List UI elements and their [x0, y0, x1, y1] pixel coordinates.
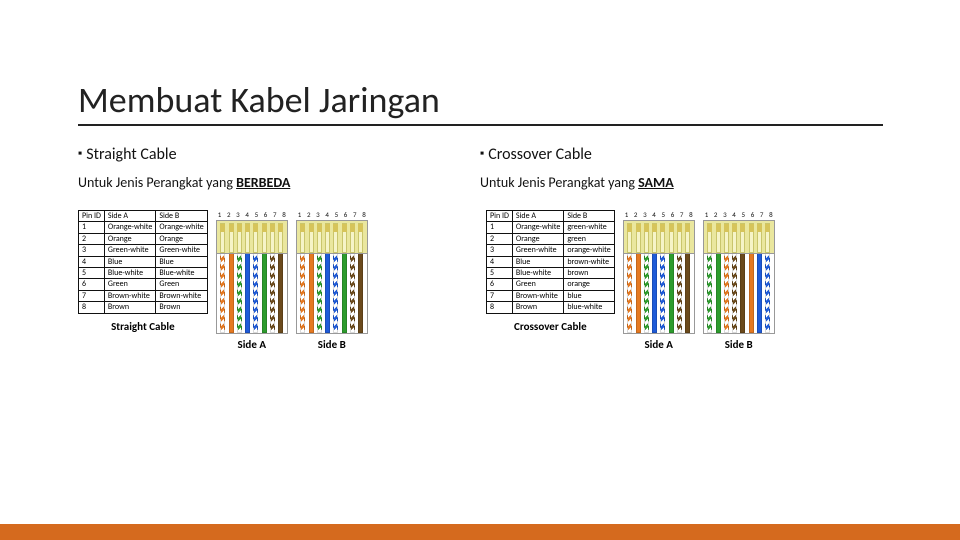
wire-orange-white	[300, 254, 305, 333]
left-subheading: Untuk Jenis Perangkat yang BERBEDA	[78, 174, 480, 191]
connectors: 12345678Side A12345678Side B	[623, 210, 775, 351]
straight-cable-block: Pin IDSide ASide B1Orange-whiteOrange-wh…	[78, 210, 474, 351]
rj45-head-icon	[703, 220, 775, 254]
connector-label: Side A	[623, 338, 695, 351]
table-row: 4Bluebrown-white	[487, 256, 615, 267]
table-caption: Crossover Cable	[486, 320, 615, 333]
wire-brown	[358, 254, 363, 333]
table-row: 8Brownblue-white	[487, 302, 615, 313]
bullet-icon: ▪	[480, 147, 484, 161]
connector-label: Side B	[296, 338, 368, 351]
table-row: 6GreenGreen	[79, 279, 208, 290]
pinout-table: Pin IDSide ASide B1Orange-whitegreen-whi…	[486, 210, 615, 314]
wire-brown	[278, 254, 283, 333]
table-header: Side A	[512, 211, 563, 222]
page-title: Membuat Kabel Jaringan	[78, 78, 883, 126]
wire-bundle	[703, 254, 775, 334]
table-row: 7Brown-whiteblue	[487, 290, 615, 301]
wire-green-white	[317, 254, 322, 333]
connector-label: Side B	[703, 338, 775, 351]
rj45-connector: 12345678Side B	[703, 210, 775, 351]
wire-orange	[309, 254, 314, 333]
table-row: 5Blue-whiteBlue-white	[79, 267, 208, 278]
wire-green	[342, 254, 347, 333]
pinout-table: Pin IDSide ASide B1Orange-whiteOrange-wh…	[78, 210, 208, 314]
wire-green-white	[707, 254, 712, 333]
table-row: 7Brown-whiteBrown-white	[79, 290, 208, 301]
table-row: 4BlueBlue	[79, 256, 208, 267]
wire-orange	[229, 254, 234, 333]
wire-blue-white	[253, 254, 258, 333]
wire-orange	[749, 254, 754, 333]
wire-orange	[636, 254, 641, 333]
rj45-connector: 12345678Side B	[296, 210, 368, 351]
table-header: Side B	[564, 211, 614, 222]
wire-brown	[685, 254, 690, 333]
footer-accent-bar	[0, 524, 960, 540]
connectors: 12345678Side A12345678Side B	[216, 210, 368, 351]
wire-blue-white	[660, 254, 665, 333]
bullet-icon: ▪	[78, 147, 82, 161]
wire-green	[716, 254, 721, 333]
wire-blue	[652, 254, 657, 333]
table-row: 8BrownBrown	[79, 302, 208, 313]
table-row: 3Green-whiteorange-white	[487, 245, 615, 256]
wire-green	[669, 254, 674, 333]
diagram-area: Pin IDSide ASide B1Orange-whiteOrange-wh…	[78, 210, 882, 351]
wire-blue-white	[765, 254, 770, 333]
wire-blue	[757, 254, 762, 333]
rj45-connector: 12345678Side A	[623, 210, 695, 351]
wire-green	[262, 254, 267, 333]
right-subheading: Untuk Jenis Perangkat yang SAMA	[480, 174, 882, 191]
wire-brown-white	[350, 254, 355, 333]
wire-brown	[740, 254, 745, 333]
table-row: 2OrangeOrange	[79, 233, 208, 244]
columns-header: ▪Straight Cable Untuk Jenis Perangkat ya…	[78, 145, 882, 191]
table-header: Pin ID	[79, 211, 105, 222]
table-row: 3Green-whiteGreen-white	[79, 245, 208, 256]
wire-orange-white	[627, 254, 632, 333]
wire-brown-white	[270, 254, 275, 333]
wire-brown-white	[677, 254, 682, 333]
crossover-cable-block: Pin IDSide ASide B1Orange-whitegreen-whi…	[486, 210, 882, 351]
rj45-head-icon	[623, 220, 695, 254]
rj45-head-icon	[216, 220, 288, 254]
wire-orange-white	[220, 254, 225, 333]
table-row: 6Greenorange	[487, 279, 615, 290]
wire-green-white	[237, 254, 242, 333]
wire-bundle	[296, 254, 368, 334]
table-header: Side B	[156, 211, 207, 222]
left-heading: ▪Straight Cable	[78, 145, 480, 164]
table-header: Pin ID	[487, 211, 513, 222]
wire-blue	[325, 254, 330, 333]
wire-blue-white	[333, 254, 338, 333]
connector-label: Side A	[216, 338, 288, 351]
table-header: Side A	[104, 211, 155, 222]
wire-bundle	[216, 254, 288, 334]
table-row: 2Orangegreen	[487, 233, 615, 244]
wire-brown-white	[732, 254, 737, 333]
table-row: 1Orange-whiteOrange-white	[79, 222, 208, 233]
wire-bundle	[623, 254, 695, 334]
table-caption: Straight Cable	[78, 320, 208, 333]
table-row: 1Orange-whitegreen-white	[487, 222, 615, 233]
right-heading: ▪Crossover Cable	[480, 145, 882, 164]
table-row: 5Blue-whitebrown	[487, 267, 615, 278]
wire-green-white	[644, 254, 649, 333]
rj45-head-icon	[296, 220, 368, 254]
wire-blue	[245, 254, 250, 333]
rj45-connector: 12345678Side A	[216, 210, 288, 351]
wire-orange-white	[724, 254, 729, 333]
